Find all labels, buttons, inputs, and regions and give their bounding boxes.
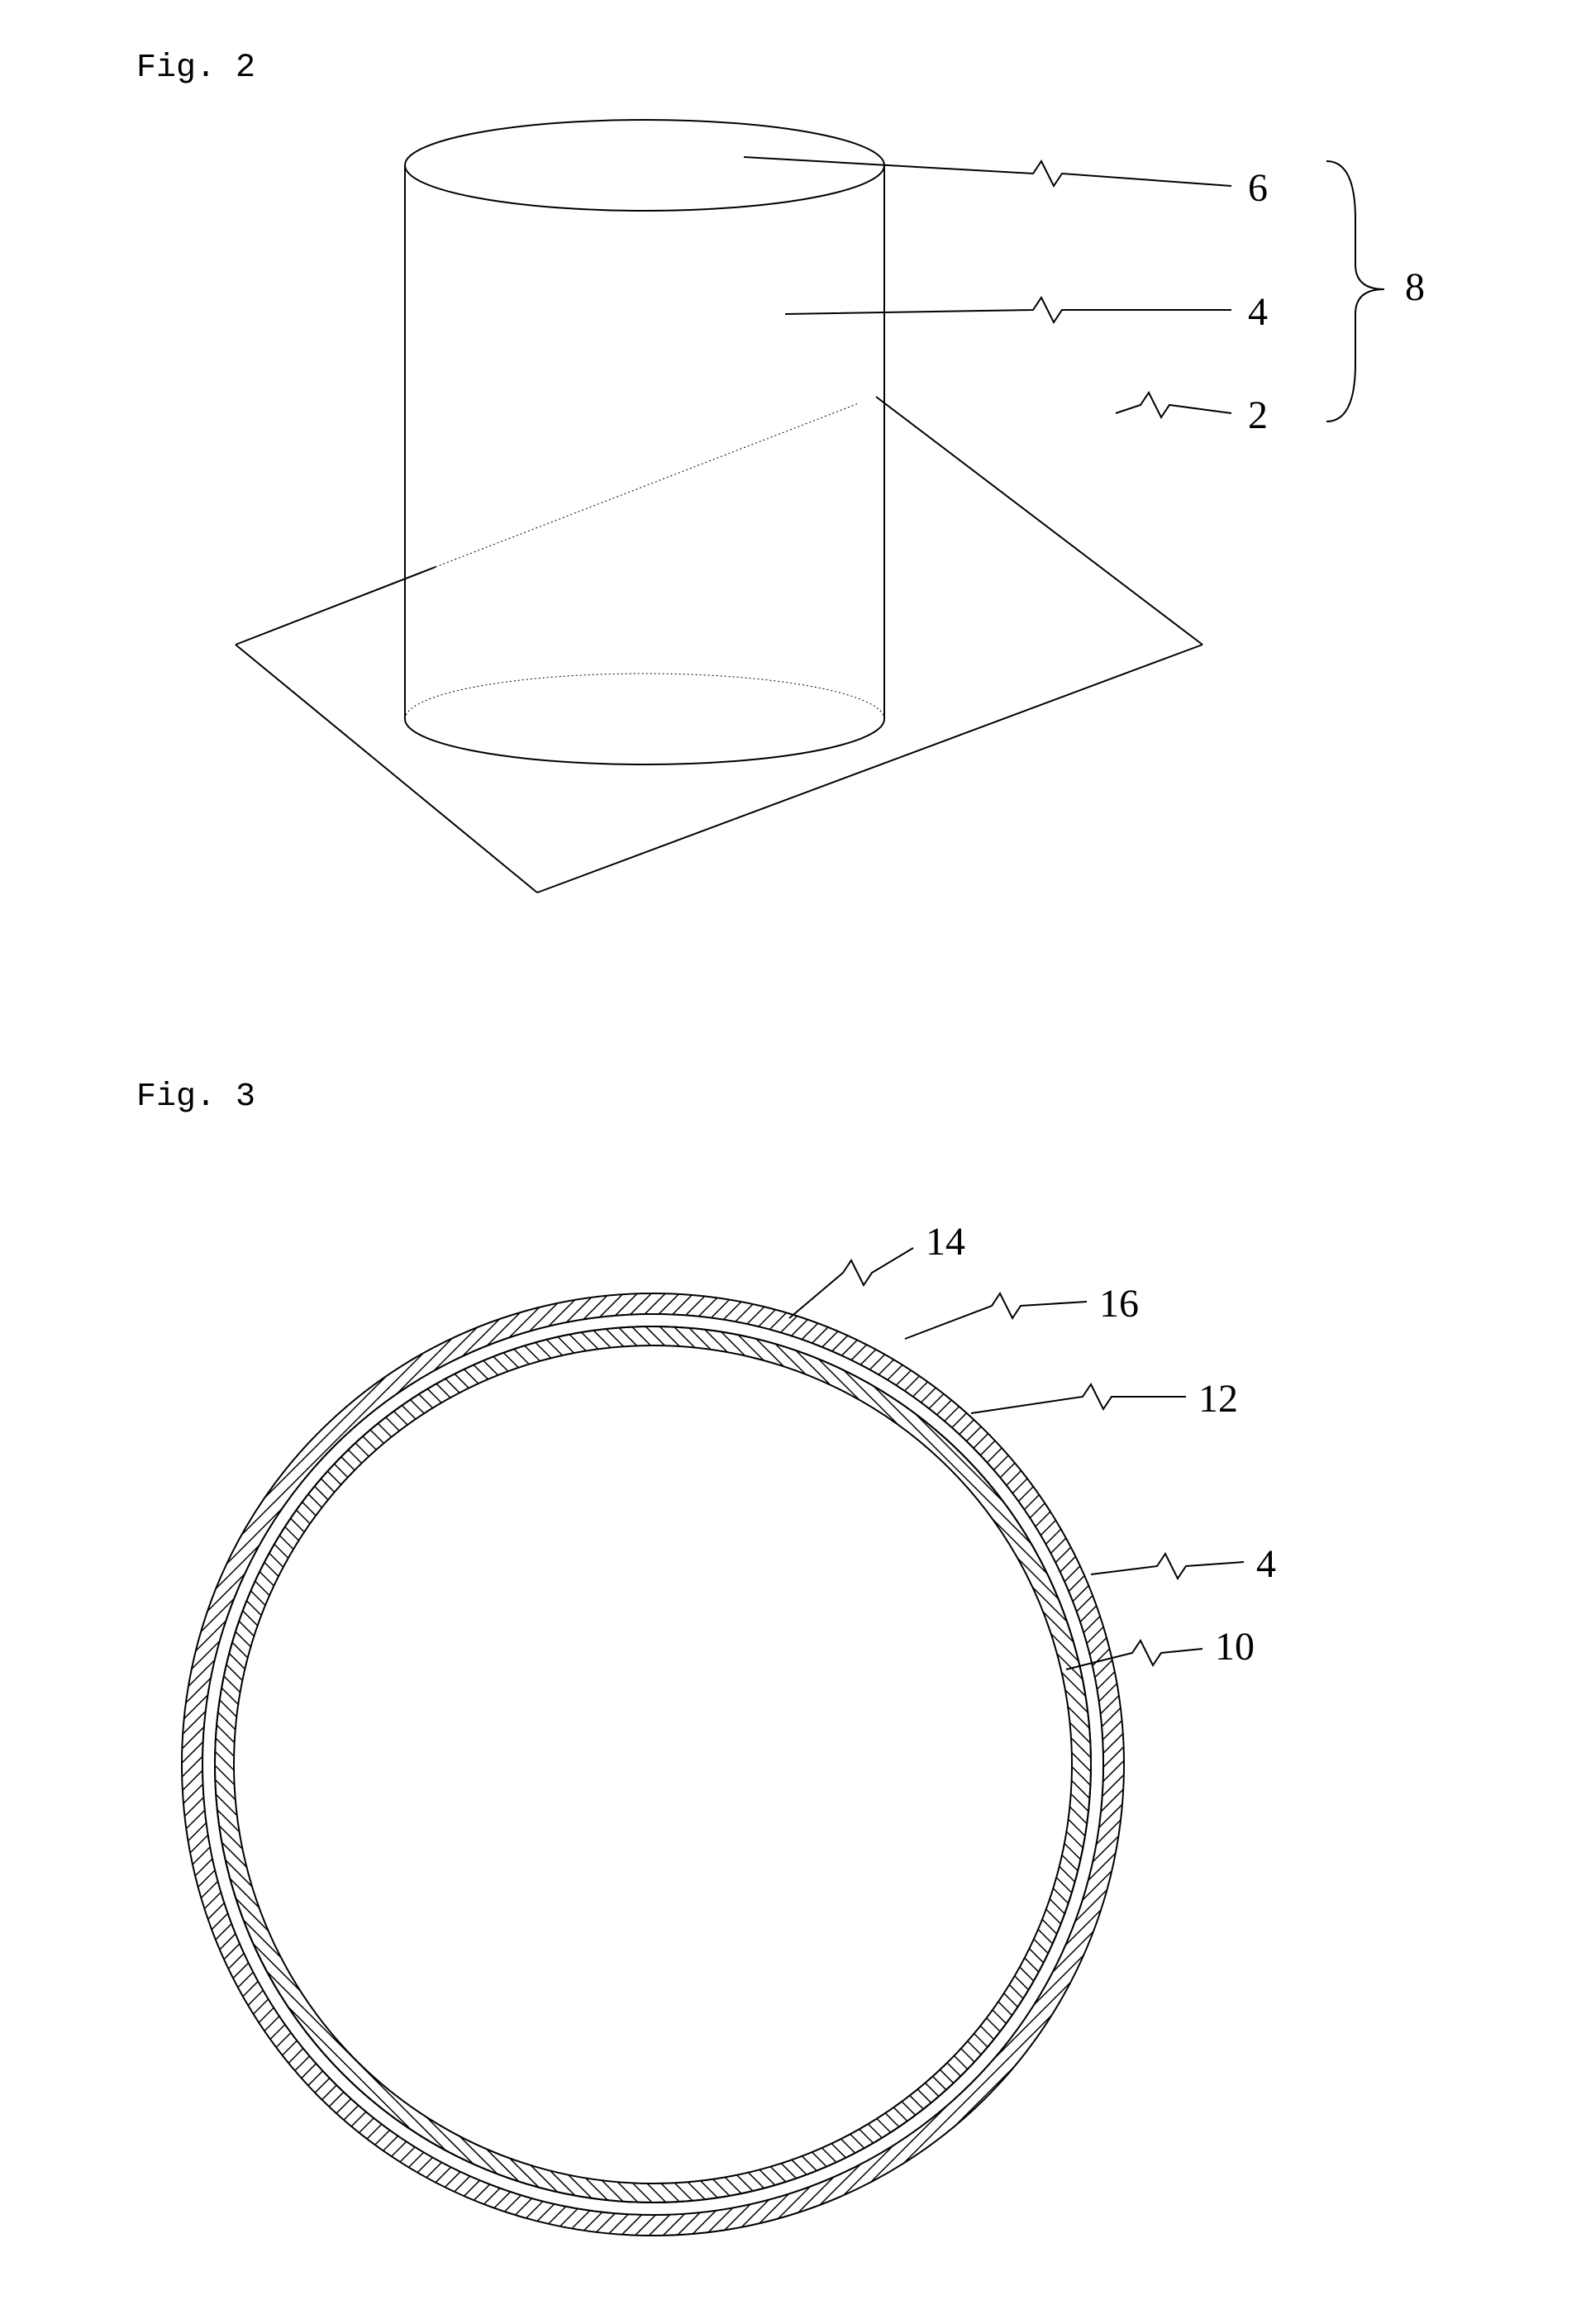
fig2-number-8: 8 — [1405, 264, 1425, 310]
fig3-number-14: 14 — [926, 1219, 965, 1264]
fig3-number-4: 4 — [1256, 1541, 1276, 1587]
fig3-rings — [182, 1293, 1124, 2236]
fig3-leader-4 — [1091, 1554, 1244, 1579]
fig3-number-16: 16 — [1099, 1281, 1139, 1326]
fig2-leader-2 — [1116, 393, 1231, 417]
fig3-leader-12 — [971, 1384, 1186, 1413]
fig2-number-4: 4 — [1248, 289, 1268, 335]
fig3-leader-16 — [905, 1293, 1087, 1339]
fig2-number-6: 6 — [1248, 165, 1268, 211]
fig3-number-10: 10 — [1215, 1624, 1255, 1669]
fig3-number-12: 12 — [1198, 1376, 1238, 1422]
fig2-number-2: 2 — [1248, 393, 1268, 438]
fig2-diagram — [0, 0, 1581, 992]
fig2-leader-4 — [785, 298, 1231, 322]
fig2-cylinder — [405, 120, 884, 764]
fig2-plane — [236, 397, 1202, 893]
fig3-leader-14 — [789, 1248, 913, 1318]
fig2-brace — [1326, 161, 1384, 421]
fig3-diagram — [0, 1074, 1581, 2314]
fig2-leader-6 — [744, 157, 1231, 186]
